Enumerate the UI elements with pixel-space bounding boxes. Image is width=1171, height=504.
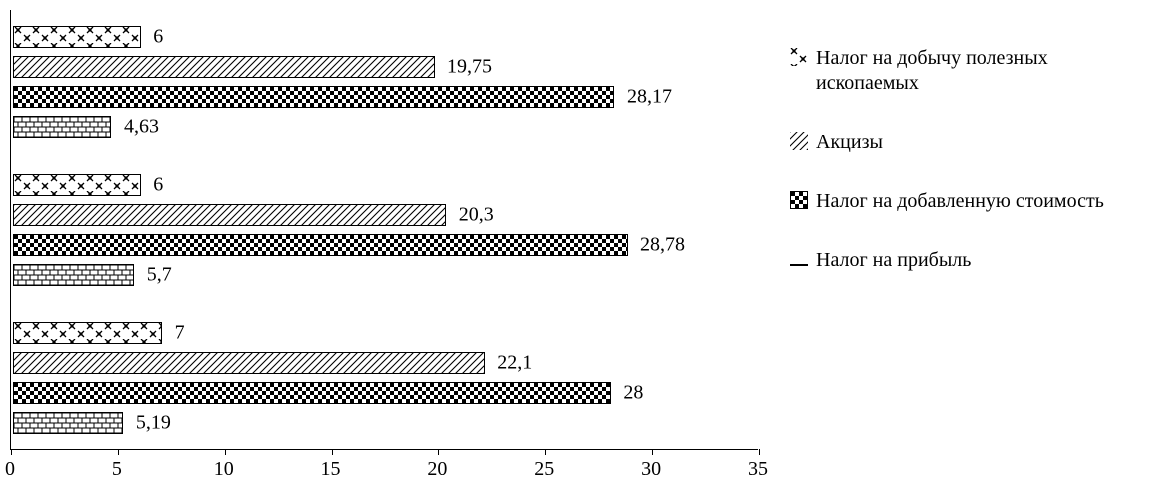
bar-mining <box>13 174 141 196</box>
x-tick <box>11 449 12 455</box>
legend-item-profit: Налог на прибыль <box>790 248 1150 274</box>
legend-item-excise: Акцизы <box>790 130 1150 155</box>
bar-excise <box>13 56 435 78</box>
legend-item-mining: Налог на добычу полезных ископаемых <box>790 46 1150 96</box>
chart-container: 619,7528,174,63620,328,785,7722,1285,19 … <box>10 10 1161 494</box>
bar-label: 19,75 <box>447 56 492 79</box>
bar-vat <box>13 86 615 108</box>
legend-label-profit: Налог на прибыль <box>816 248 971 273</box>
legend-swatch-profit <box>790 256 808 274</box>
bar-label: 28,78 <box>640 234 685 257</box>
x-tick-label: 5 <box>112 458 122 481</box>
bar-label: 7 <box>175 322 185 345</box>
x-tick <box>332 449 333 455</box>
x-tick <box>438 449 439 455</box>
bar-label: 6 <box>153 174 163 197</box>
x-tick-label: 10 <box>214 458 234 481</box>
x-tick <box>759 449 760 455</box>
legend-swatch-mining <box>790 48 808 66</box>
x-tick <box>225 449 226 455</box>
x-tick <box>118 449 119 455</box>
bar-label: 5,7 <box>147 264 172 287</box>
legend-item-vat: Налог на добавленную стоимость <box>790 189 1150 214</box>
bar-excise <box>13 204 447 226</box>
bar-label: 28,17 <box>627 86 672 109</box>
bar-profit <box>13 116 112 138</box>
page: 619,7528,174,63620,328,785,7722,1285,19 … <box>0 0 1171 504</box>
bar-mining <box>13 26 141 48</box>
legend-label-vat: Налог на добавленную стоимость <box>816 189 1104 214</box>
bar-excise <box>13 352 485 374</box>
bar-profit <box>13 264 135 286</box>
bar-label: 22,1 <box>497 352 532 375</box>
plot-column: 619,7528,174,63620,328,785,7722,1285,19 … <box>10 10 758 494</box>
legend-label-mining: Налог на добычу полезных ископаемых <box>816 46 1150 96</box>
legend: Налог на добычу полезных ископаемых Акци… <box>790 10 1150 494</box>
x-tick <box>545 449 546 455</box>
bar-label: 20,3 <box>459 204 494 227</box>
x-tick-label: 15 <box>321 458 341 481</box>
x-tick <box>652 449 653 455</box>
bar-profit <box>13 412 124 434</box>
x-tick-label: 20 <box>427 458 447 481</box>
bar-label: 28 <box>623 382 643 405</box>
bar-mining <box>13 322 163 344</box>
bar-label: 4,63 <box>124 116 159 139</box>
x-tick-label: 35 <box>748 458 768 481</box>
bar-vat <box>13 234 628 256</box>
plot-area: 6 19,75 28,17 4,63 6 20,3 28,78 5,7 7 22,1 28 5,19 <box>10 10 758 450</box>
bar-label: 6 <box>153 26 163 49</box>
x-tick-label: 30 <box>641 458 661 481</box>
legend-label-excise: Акцизы <box>816 130 883 155</box>
bar-vat <box>13 382 611 404</box>
x-tick-label: 25 <box>534 458 554 481</box>
x-tick-label: 0 <box>5 458 15 481</box>
bar-label: 5,19 <box>136 412 171 435</box>
legend-swatch-vat <box>790 191 808 209</box>
legend-swatch-excise <box>790 132 808 150</box>
